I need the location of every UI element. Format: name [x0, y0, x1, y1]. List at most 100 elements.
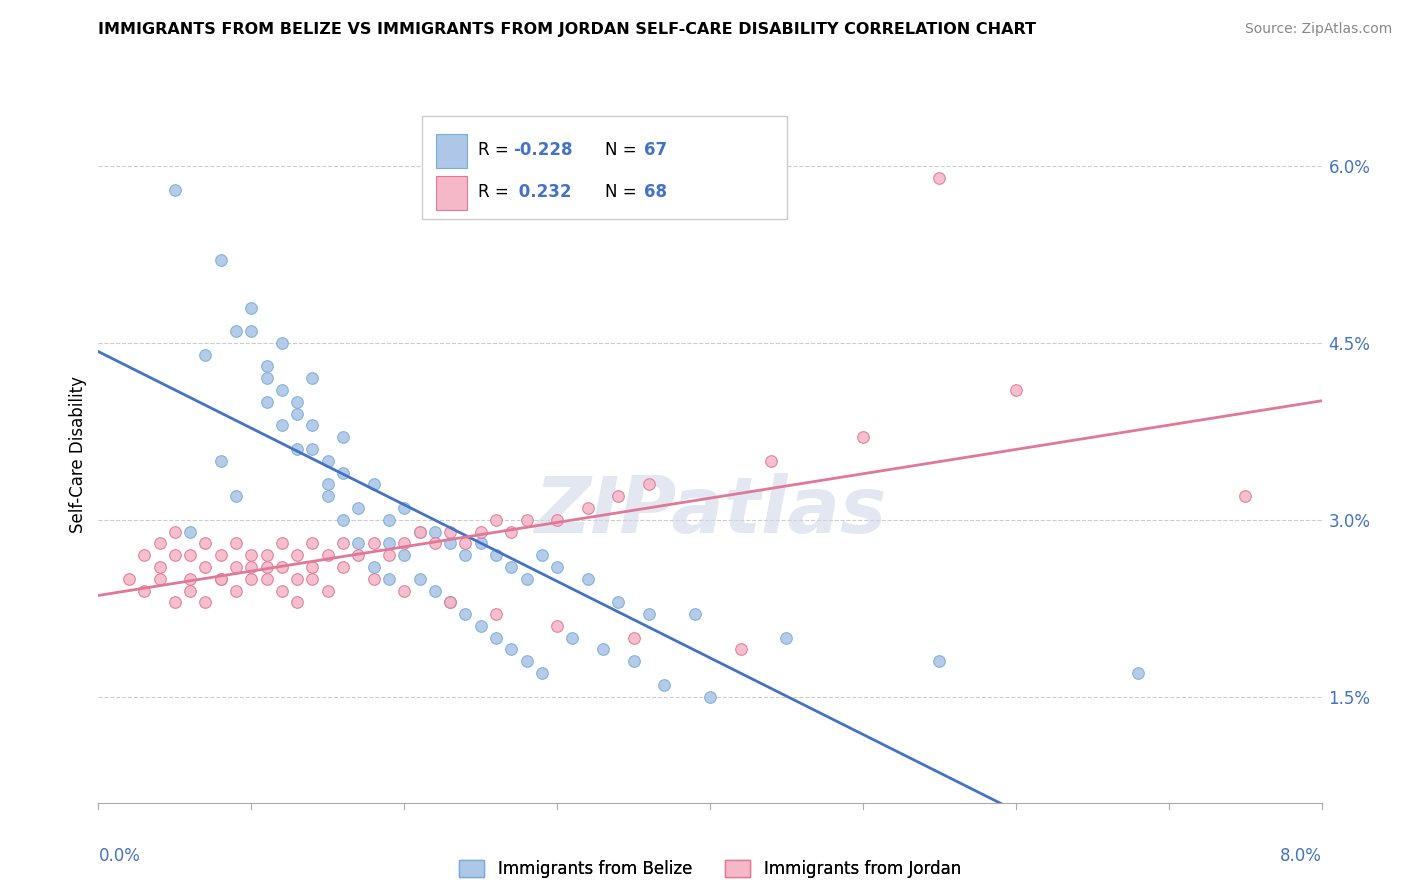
Point: [408, 524, 430, 539]
Text: N =: N =: [605, 141, 641, 159]
Point: [454, 548, 477, 562]
Legend: Immigrants from Belize, Immigrants from Jordan: Immigrants from Belize, Immigrants from …: [453, 854, 967, 885]
Point: [392, 536, 416, 550]
Point: [285, 395, 308, 409]
Point: [439, 595, 461, 609]
Point: [163, 183, 186, 197]
Point: [285, 442, 308, 456]
Point: [378, 572, 401, 586]
Point: [501, 642, 523, 657]
Point: [301, 371, 323, 385]
Text: R =: R =: [478, 183, 515, 201]
Point: [149, 560, 172, 574]
Point: [316, 548, 339, 562]
Point: [470, 524, 492, 539]
Point: [194, 348, 217, 362]
Point: [454, 607, 477, 621]
Point: [209, 454, 232, 468]
Point: [852, 430, 875, 444]
Point: [332, 536, 354, 550]
Point: [332, 466, 354, 480]
Point: [316, 477, 339, 491]
Text: ZIPatlas: ZIPatlas: [534, 473, 886, 549]
Text: N =: N =: [605, 183, 641, 201]
Point: [623, 631, 645, 645]
Point: [270, 583, 294, 598]
Point: [408, 572, 430, 586]
Point: [225, 324, 247, 338]
Point: [470, 619, 492, 633]
Point: [256, 572, 278, 586]
Point: [316, 583, 339, 598]
Point: [515, 654, 537, 668]
Point: [256, 395, 278, 409]
Point: [423, 583, 446, 598]
Point: [240, 324, 263, 338]
Point: [194, 595, 217, 609]
Point: [363, 477, 385, 491]
Point: [332, 560, 354, 574]
Point: [439, 536, 461, 550]
Point: [501, 560, 523, 574]
Point: [652, 678, 675, 692]
Point: [423, 536, 446, 550]
Point: [470, 536, 492, 550]
Point: [515, 513, 537, 527]
Point: [423, 524, 446, 539]
Point: [194, 536, 217, 550]
Point: [225, 560, 247, 574]
Point: [1004, 383, 1026, 397]
Point: [530, 666, 553, 681]
Point: [378, 548, 401, 562]
Point: [408, 524, 430, 539]
Point: [378, 536, 401, 550]
Point: [285, 595, 308, 609]
Point: [209, 572, 232, 586]
Point: [607, 595, 630, 609]
Point: [592, 642, 614, 657]
Point: [209, 572, 232, 586]
Point: [149, 536, 172, 550]
Point: [607, 489, 630, 503]
Text: Source: ZipAtlas.com: Source: ZipAtlas.com: [1244, 22, 1392, 37]
Point: [285, 407, 308, 421]
Point: [240, 572, 263, 586]
Point: [378, 513, 401, 527]
Point: [256, 548, 278, 562]
Point: [194, 560, 217, 574]
Point: [363, 536, 385, 550]
Point: [363, 560, 385, 574]
Point: [439, 524, 461, 539]
Point: [163, 548, 186, 562]
Y-axis label: Self-Care Disability: Self-Care Disability: [69, 376, 87, 533]
Point: [576, 572, 599, 586]
Point: [485, 548, 508, 562]
Text: -0.228: -0.228: [513, 141, 572, 159]
Point: [392, 548, 416, 562]
Point: [134, 548, 156, 562]
Point: [270, 383, 294, 397]
Point: [638, 607, 661, 621]
Point: [179, 524, 201, 539]
Text: R =: R =: [478, 141, 515, 159]
Point: [515, 572, 537, 586]
Point: [623, 654, 645, 668]
Point: [761, 454, 783, 468]
Point: [316, 489, 339, 503]
Point: [683, 607, 706, 621]
Point: [163, 595, 186, 609]
Point: [179, 548, 201, 562]
Point: [546, 560, 568, 574]
Point: [256, 371, 278, 385]
Point: [928, 654, 950, 668]
Text: 8.0%: 8.0%: [1279, 847, 1322, 865]
Text: 68: 68: [644, 183, 666, 201]
Point: [347, 536, 370, 550]
Point: [561, 631, 583, 645]
Text: 67: 67: [644, 141, 666, 159]
Point: [301, 442, 323, 456]
Point: [392, 583, 416, 598]
Point: [285, 548, 308, 562]
Point: [485, 513, 508, 527]
Point: [301, 418, 323, 433]
